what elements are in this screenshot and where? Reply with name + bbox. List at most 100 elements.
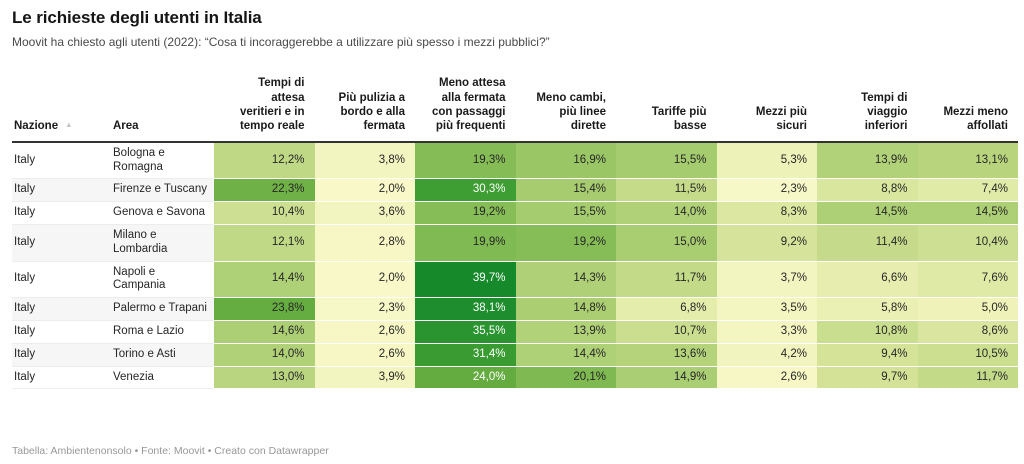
cell-nazione: Italy <box>12 320 108 344</box>
cell-tempi-viaggio: 9,7% <box>817 366 918 390</box>
cell-tempi-viaggio: 5,8% <box>817 297 918 321</box>
cell-area: Milano e Lombardia <box>108 224 214 262</box>
cell-tariffe-basse: 11,7% <box>616 261 717 299</box>
cell-tempi-attesa-reale: 14,0% <box>214 343 315 367</box>
column-header-meno-cambi: Meno cambi, più linee dirette <box>515 55 616 143</box>
cell-mezzi-sicuri: 3,5% <box>716 297 817 321</box>
cell-meno-cambi: 19,2% <box>515 224 616 262</box>
cell-mezzi-affollati: 5,0% <box>917 297 1018 321</box>
column-header-nazione[interactable]: Nazione ▲ <box>12 55 108 143</box>
column-header-label: Mezzi più sicuri <box>755 106 807 133</box>
column-header-label: Tempi di viaggio inferiori <box>861 91 908 133</box>
cell-pulizia: 3,6% <box>314 201 415 225</box>
cell-mezzi-affollati: 7,6% <box>917 261 1018 299</box>
column-header-label: Tempi di attesa veritieri e in tempo rea… <box>239 77 305 133</box>
table-row: Italy Genova e Savona 10,4% 3,6% 19,2% 15,5% 1… <box>12 201 1018 225</box>
cell-mezzi-sicuri: 4,2% <box>716 343 817 367</box>
table-row: Italy Milano e Lombardia 12,1% 2,8% 19,9% 19,… <box>12 224 1018 262</box>
cell-mezzi-sicuri: 8,3% <box>716 201 817 225</box>
table-header-row: Nazione ▲ Area Tempi di attesa veritieri e … <box>12 55 1018 143</box>
cell-tempi-attesa-reale: 12,1% <box>214 224 315 262</box>
cell-meno-cambi: 14,3% <box>515 261 616 299</box>
cell-mezzi-affollati: 10,4% <box>917 224 1018 262</box>
cell-mezzi-affollati: 13,1% <box>917 141 1018 180</box>
column-header-label: Meno cambi, più linee dirette <box>536 91 606 133</box>
column-header-label: Nazione <box>14 120 59 133</box>
cell-tariffe-basse: 10,7% <box>616 320 717 344</box>
cell-tempi-attesa-reale: 12,2% <box>214 141 315 180</box>
cell-meno-attesa-fermata: 35,5% <box>415 320 516 344</box>
cell-tempi-viaggio: 11,4% <box>817 224 918 262</box>
cell-meno-attesa-fermata: 39,7% <box>415 261 516 299</box>
cell-nazione: Italy <box>12 343 108 367</box>
cell-tariffe-basse: 6,8% <box>616 297 717 321</box>
cell-mezzi-sicuri: 3,7% <box>716 261 817 299</box>
cell-meno-cambi: 13,9% <box>515 320 616 344</box>
cell-meno-cambi: 14,4% <box>515 343 616 367</box>
cell-area: Venezia <box>108 366 214 390</box>
cell-mezzi-sicuri: 2,6% <box>716 366 817 390</box>
column-header-label: Meno attesa alla fermata con passaggi pi… <box>432 77 506 133</box>
column-header-tariffe-basse: Tariffe più basse <box>616 55 717 143</box>
cell-nazione: Italy <box>12 297 108 321</box>
cell-pulizia: 2,0% <box>314 261 415 299</box>
table-row: Italy Roma e Lazio 14,6% 2,6% 35,5% 13,9% 10,7… <box>12 320 1018 344</box>
cell-nazione: Italy <box>12 201 108 225</box>
cell-pulizia: 2,0% <box>314 178 415 203</box>
column-header-label: Mezzi meno affollati <box>943 106 1008 133</box>
cell-pulizia: 3,9% <box>314 366 415 390</box>
cell-meno-attesa-fermata: 19,9% <box>415 224 516 262</box>
cell-nazione: Italy <box>12 141 108 180</box>
cell-tempi-attesa-reale: 22,3% <box>214 178 315 203</box>
cell-pulizia: 2,8% <box>314 224 415 262</box>
cell-tempi-attesa-reale: 14,4% <box>214 261 315 299</box>
cell-meno-attesa-fermata: 19,2% <box>415 201 516 225</box>
cell-meno-attesa-fermata: 38,1% <box>415 297 516 321</box>
table-row: Italy Venezia 13,0% 3,9% 24,0% 20,1% 14,9% 2,6%… <box>12 366 1018 390</box>
cell-mezzi-sicuri: 5,3% <box>716 141 817 180</box>
cell-mezzi-affollati: 10,5% <box>917 343 1018 367</box>
cell-mezzi-sicuri: 2,3% <box>716 178 817 203</box>
sort-ascending-icon: ▲ <box>65 120 73 130</box>
cell-pulizia: 2,3% <box>314 297 415 321</box>
chart-title: Le richieste degli utenti in Italia <box>12 8 262 27</box>
table-row: Italy Firenze e Tuscany 22,3% 2,0% 30,3% 15,4… <box>12 178 1018 203</box>
table-row: Italy Torino e Asti 14,0% 2,6% 31,4% 14,4% 13,… <box>12 343 1018 367</box>
cell-mezzi-affollati: 7,4% <box>917 178 1018 203</box>
cell-tempi-viaggio: 13,9% <box>817 141 918 180</box>
cell-meno-attesa-fermata: 31,4% <box>415 343 516 367</box>
cell-meno-cambi: 15,5% <box>515 201 616 225</box>
cell-tariffe-basse: 14,9% <box>616 366 717 390</box>
cell-meno-cambi: 14,8% <box>515 297 616 321</box>
cell-meno-cambi: 15,4% <box>515 178 616 203</box>
cell-pulizia: 2,6% <box>314 343 415 367</box>
cell-tempi-viaggio: 10,8% <box>817 320 918 344</box>
cell-mezzi-sicuri: 9,2% <box>716 224 817 262</box>
column-header-pulizia: Più pulizia a bordo e alla fermata <box>314 55 415 143</box>
cell-nazione: Italy <box>12 366 108 390</box>
cell-nazione: Italy <box>12 261 108 299</box>
cell-area: Torino e Asti <box>108 343 214 367</box>
cell-mezzi-affollati: 11,7% <box>917 366 1018 390</box>
column-header-meno-attesa-fermata: Meno attesa alla fermata con passaggi pi… <box>415 55 516 143</box>
cell-mezzi-affollati: 14,5% <box>917 201 1018 225</box>
cell-nazione: Italy <box>12 224 108 262</box>
column-header-tempi-viaggio: Tempi di viaggio inferiori <box>817 55 918 143</box>
chart-subtitle: Moovit ha chiesto agli utenti (2022): “C… <box>12 35 550 50</box>
cell-tempi-viaggio: 14,5% <box>817 201 918 225</box>
cell-area: Firenze e Tuscany <box>108 178 214 203</box>
cell-tariffe-basse: 15,5% <box>616 141 717 180</box>
data-table: Nazione ▲ Area Tempi di attesa veritieri e … <box>12 55 1018 390</box>
cell-tempi-attesa-reale: 14,6% <box>214 320 315 344</box>
column-header-label: Area <box>113 120 139 133</box>
column-header-tempi-attesa-reale: Tempi di attesa veritieri e in tempo rea… <box>214 55 315 143</box>
cell-tempi-viaggio: 6,6% <box>817 261 918 299</box>
cell-area: Napoli e Campania <box>108 261 214 299</box>
table-header: Nazione ▲ Area Tempi di attesa veritieri e … <box>12 55 1018 143</box>
cell-tempi-attesa-reale: 10,4% <box>214 201 315 225</box>
cell-mezzi-sicuri: 3,3% <box>716 320 817 344</box>
cell-tempi-viaggio: 9,4% <box>817 343 918 367</box>
column-header-area: Area <box>108 55 214 143</box>
table-body: Italy Bologna e Romagna 12,2% 3,8% 19,3% 16,9… <box>12 141 1018 390</box>
